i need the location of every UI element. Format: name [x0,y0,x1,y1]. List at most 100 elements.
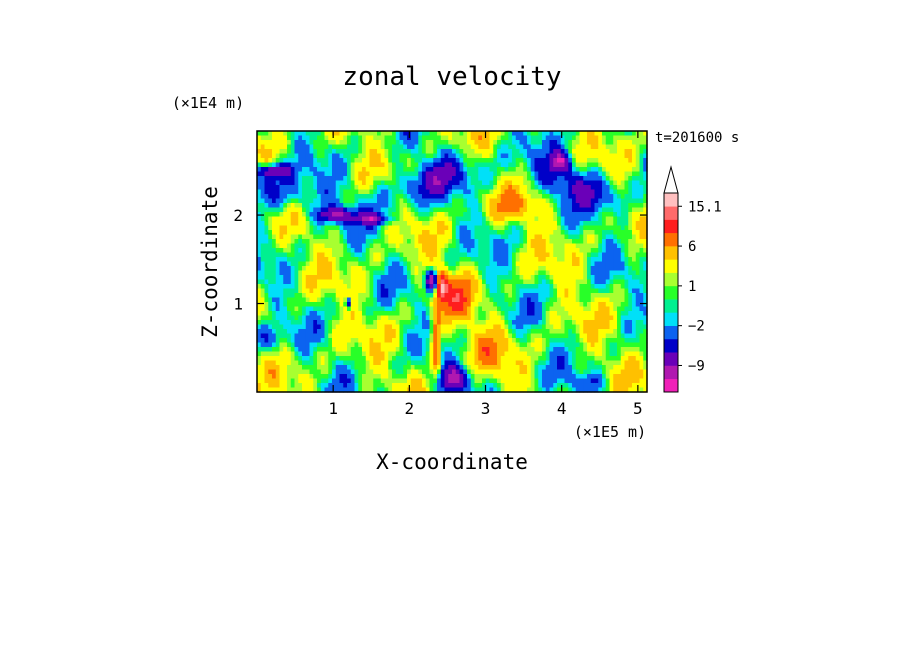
contour-cell [407,338,412,344]
contour-cell [392,311,397,317]
contour-cell [613,333,618,339]
contour-cell [339,293,344,299]
contour-cell [403,248,408,254]
contour-cell [545,279,551,285]
contour-cell [347,131,352,137]
contour-cell [414,131,419,137]
contour-cell [527,257,532,263]
contour-cell [264,261,269,267]
contour-cell [399,270,404,276]
contour-cell [470,266,476,272]
contour-cell [365,329,371,335]
contour-cell [332,320,337,326]
contour-cell [534,225,539,231]
contour-cell [632,320,637,326]
contour-cell [369,234,374,240]
contour-cell [429,275,434,281]
contour-cell [425,320,431,326]
contour-cell [309,131,314,137]
contour-cell [433,225,438,231]
contour-cell [538,284,543,290]
contour-cell [287,140,292,146]
contour-cell [639,302,644,308]
contour-cell [384,140,389,146]
contour-cell [497,135,502,141]
contour-cell [358,131,363,137]
contour-cell [354,234,359,240]
contour-cell [545,297,551,303]
contour-cell [500,261,506,267]
contour-cell [545,266,551,272]
contour-cell [482,180,487,186]
contour-cell [617,234,622,240]
contour-cell [294,167,299,173]
contour-cell [497,324,502,330]
contour-cell [534,311,539,317]
contour-cell [317,338,322,344]
contour-cell [557,171,562,177]
contour-cell [467,324,472,330]
contour-cell [463,279,468,285]
contour-cell [564,315,569,321]
contour-cell [508,212,513,218]
contour-cell [553,342,558,348]
contour-cell [403,221,408,227]
contour-cell [358,288,363,294]
contour-cell [395,185,401,191]
contour-cell [287,284,292,290]
contour-cell [437,198,442,204]
contour-cell [463,185,468,191]
contour-cell [575,234,581,240]
contour-cell [429,266,434,272]
contour-cell [587,257,592,263]
contour-cell [377,149,382,155]
contour-cell [294,203,299,209]
contour-cell [617,279,622,285]
contour-cell [335,207,341,213]
contour-cell [287,279,292,285]
contour-cell [602,230,607,236]
contour-cell [373,167,378,173]
contour-cell [414,176,419,182]
contour-cell [260,153,266,159]
contour-cell [624,248,629,254]
contour-cell [268,315,273,321]
contour-cell [564,324,569,330]
contour-cell [414,275,419,281]
contour-cell [598,320,603,326]
contour-cell [564,333,569,339]
contour-cell [369,257,374,263]
contour-cell [635,144,641,150]
contour-cell [572,239,577,245]
contour-cell [373,185,378,191]
contour-cell [624,315,629,321]
contour-cell [557,194,562,200]
contour-cell [549,297,554,303]
contour-cell [339,270,344,276]
contour-cell [515,194,521,200]
contour-cell [459,135,464,141]
contour-cell [530,135,536,141]
contour-cell [470,248,476,254]
contour-cell [635,198,641,204]
contour-cell [257,252,262,258]
contour-cell [605,135,611,141]
contour-cell [260,171,266,177]
contour-cell [377,234,382,240]
contour-cell [448,275,453,281]
contour-cell [542,275,547,281]
contour-cell [377,180,382,186]
contour-cell [542,324,547,330]
contour-cell [542,234,547,240]
contour-cell [407,302,412,308]
contour-cell [414,342,419,348]
contour-cell [283,266,288,272]
contour-cell [347,135,352,141]
contour-cell [628,180,633,186]
contour-cell [358,279,363,285]
contour-cell [403,131,408,137]
contour-cell [489,185,494,191]
contour-cell [459,167,464,173]
contour-cell [632,311,637,317]
contour-cell [628,230,633,236]
